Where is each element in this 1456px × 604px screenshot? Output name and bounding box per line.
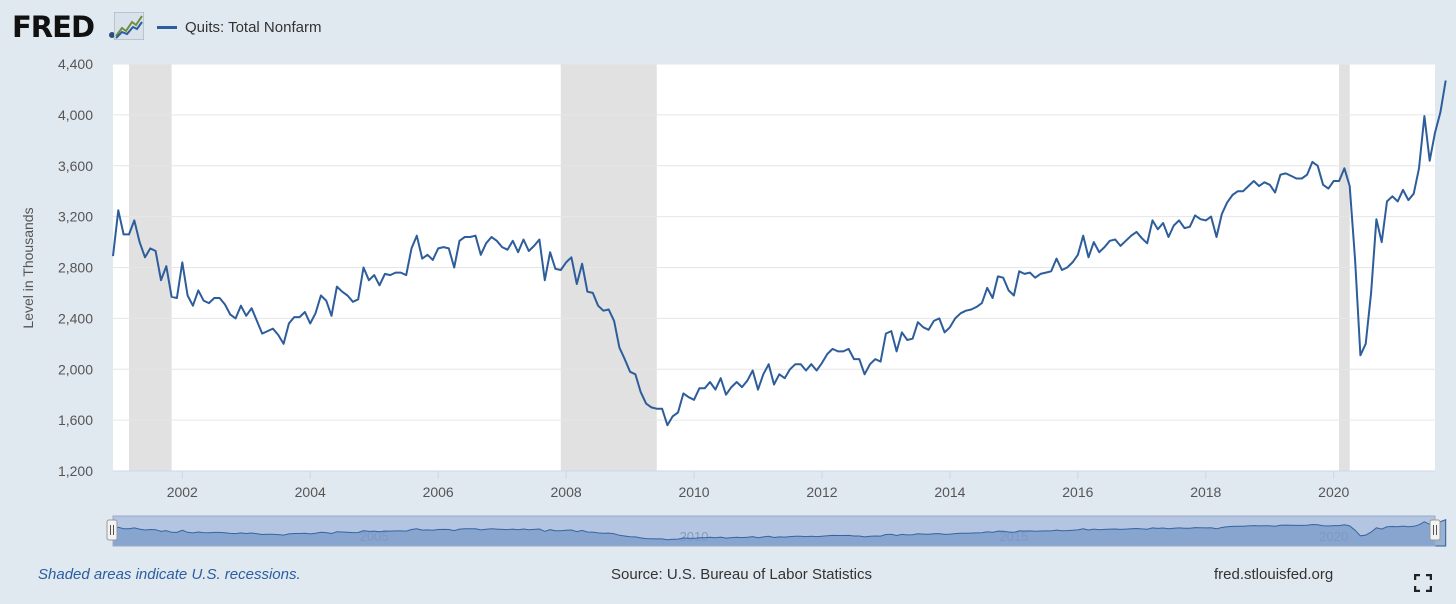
chart-header: FRED Quits: Total Nonfarm — [12, 8, 712, 48]
navigator-selection[interactable] — [112, 515, 1436, 547]
x-tick-label: 2020 — [1318, 484, 1349, 500]
y-axis-title: Level in Thousands — [20, 207, 36, 328]
series-line-quits[interactable] — [112, 80, 1447, 427]
source-note: Source: U.S. Bureau of Labor Statistics — [611, 566, 872, 583]
legend[interactable]: Quits: Total Nonfarm — [157, 19, 321, 36]
x-tick-label: 2018 — [1190, 484, 1221, 500]
gridlines — [113, 63, 1435, 421]
y-tick-label: 4,000 — [58, 107, 93, 123]
recession-note: Shaded areas indicate U.S. recessions. — [38, 566, 301, 583]
fullscreen-icon[interactable] — [1414, 574, 1432, 592]
y-tick-label: 3,600 — [58, 158, 93, 174]
legend-label: Quits: Total Nonfarm — [185, 19, 322, 36]
y-tick-label: 2,000 — [58, 361, 93, 377]
x-tick-label: 2006 — [423, 484, 454, 500]
x-tick-label: 2008 — [551, 484, 582, 500]
y-tick-label: 1,600 — [58, 412, 93, 428]
fred-logo-dot — [109, 32, 115, 38]
y-axis-ticks: 1,200 1,600 2,000 2,400 2,800 3,200 3,600 4,000… — [58, 56, 93, 479]
x-tick-label: 2014 — [934, 484, 965, 500]
x-axis-ticks: 2002 2004 2006 2008 2010 2012 2014 2016 2018 2020 — [167, 471, 1350, 500]
legend-swatch — [157, 26, 177, 29]
x-tick-label: 2002 — [167, 484, 198, 500]
line-chart[interactable]: 1,200 1,600 2,000 2,400 2,800 3,200 3,600 4,000… — [0, 0, 1456, 520]
x-tick-label: 2016 — [1062, 484, 1093, 500]
y-tick-label: 1,200 — [58, 463, 93, 479]
site-url[interactable]: fred.stlouisfed.org — [1214, 566, 1334, 583]
y-tick-label: 2,400 — [58, 310, 93, 326]
x-tick-label: 2004 — [295, 484, 326, 500]
y-tick-label: 3,200 — [58, 209, 93, 225]
y-tick-label: 2,800 — [58, 260, 93, 276]
x-tick-label: 2012 — [806, 484, 837, 500]
fred-logo[interactable]: FRED — [12, 10, 95, 44]
fred-logo-graph-icon — [114, 12, 144, 40]
y-tick-label: 4,400 — [58, 56, 93, 72]
navigator-handle-left[interactable] — [106, 519, 118, 541]
x-tick-label: 2010 — [678, 484, 709, 500]
navigator-series-area — [112, 518, 1447, 547]
range-navigator[interactable]: 2005201020152020 — [0, 0, 1456, 560]
navigator-handle-right[interactable] — [1429, 519, 1441, 541]
